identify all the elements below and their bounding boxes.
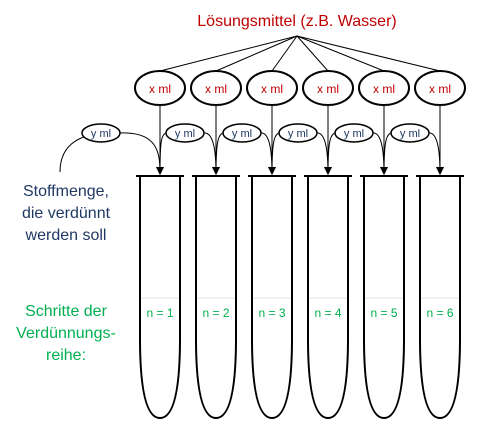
tube-step-label: n = 5: [370, 306, 397, 320]
tube-outline: [195, 176, 237, 420]
tube-6: n = 6: [416, 175, 464, 420]
transfer-source-curve-1: [159, 132, 168, 175]
solvent-volume-node-3: [246, 70, 298, 106]
source-label-line-3: werden soll: [25, 227, 107, 244]
transfer-volume-node-2: [165, 123, 205, 143]
dilution-steps-label: Schritte der Verdünnungs-reihe:: [16, 303, 116, 364]
transfer-arrow-5: [371, 132, 388, 175]
transfer-arrow-6: [427, 132, 444, 175]
tube-step-label: n = 3: [258, 306, 285, 320]
tube-5: n = 5: [360, 175, 408, 420]
transfer-source-curve-2: [215, 132, 225, 175]
transfer-volume-node-3: [222, 123, 262, 143]
solvent-line-3: [271, 35, 298, 72]
solvent-line-1: [159, 35, 298, 72]
transfer-arrow-1: [118, 132, 164, 175]
transfer-volume-node-1: [81, 123, 121, 143]
transfer-source-curve-4: [327, 132, 337, 175]
tube-outline: [363, 176, 405, 420]
solvent-line-2: [215, 35, 298, 72]
transfer-arrow-3: [259, 132, 276, 175]
tube-3: n = 3: [248, 175, 296, 420]
transfer-source-curve-5: [383, 132, 393, 175]
transfer-nodes: y ml y ml y ml y ml y ml y ml: [81, 123, 430, 143]
transfer-volume-label: y ml: [288, 128, 308, 140]
tube-step-label: n = 4: [314, 306, 341, 320]
transfer-volume-label: y ml: [91, 128, 111, 140]
solvent-volume-label: x ml: [429, 82, 451, 96]
tube-step-label: n = 1: [146, 306, 173, 320]
solvent-distribution-lines: [159, 35, 441, 72]
source-substance-label: Stoffmenge, die verdünnt werden soll: [22, 183, 111, 244]
test-tubes: n = 1 n = 2 n = 3 n = 4 n = 5 n = 6: [136, 175, 464, 420]
transfer-volume-node-6: [390, 123, 430, 143]
solvent-line-6: [296, 35, 441, 72]
solvent-volume-label: x ml: [317, 82, 339, 96]
source-label-line-2: die verdünnt: [22, 205, 111, 222]
solvent-line-4: [296, 35, 329, 72]
solvent-volume-label: x ml: [261, 82, 283, 96]
tube-step-label: n = 2: [202, 306, 229, 320]
tube-outline: [139, 176, 181, 420]
steps-label-line-2: Verdünnungs-: [16, 325, 116, 342]
solvent-volume-node-4: [302, 70, 354, 106]
solvent-volume-node-6: [414, 70, 466, 106]
solvent-title: Lösungsmittel (z.B. Wasser): [197, 13, 396, 30]
solvent-nodes: x ml x ml x ml x ml x ml x ml: [134, 70, 466, 106]
tube-outline: [307, 176, 349, 420]
steps-label-line-1: Schritte der: [25, 303, 107, 320]
tube-1: n = 1: [136, 175, 184, 420]
solvent-volume-label: x ml: [149, 82, 171, 96]
transfer-volume-label: y ml: [232, 128, 252, 140]
transfer-volume-label: y ml: [175, 128, 195, 140]
solvent-volume-label: x ml: [373, 82, 395, 96]
source-label-line-1: Stoffmenge,: [23, 183, 109, 200]
tube-4: n = 4: [304, 175, 352, 420]
transfer-volume-label: y ml: [344, 128, 364, 140]
transfer-arrow-2: [202, 132, 220, 175]
solvent-volume-label: x ml: [205, 82, 227, 96]
solvent-volume-node-2: [190, 70, 242, 106]
tube-step-label: n = 6: [426, 306, 453, 320]
tube-outline: [419, 176, 461, 420]
solvent-volume-node-1: [134, 70, 186, 106]
steps-label-line-3: reihe:: [46, 347, 86, 364]
tube-2: n = 2: [192, 175, 240, 420]
transfer-volume-node-5: [334, 123, 374, 143]
transfer-volume-label: y ml: [400, 128, 420, 140]
transfer-connectors: [59, 105, 444, 175]
solvent-volume-node-5: [358, 70, 410, 106]
tube-outline: [251, 176, 293, 420]
transfer-volume-node-4: [278, 123, 318, 143]
transfer-arrow-4: [315, 132, 332, 175]
solvent-line-5: [296, 35, 385, 72]
transfer-source-curve-3: [271, 132, 281, 175]
